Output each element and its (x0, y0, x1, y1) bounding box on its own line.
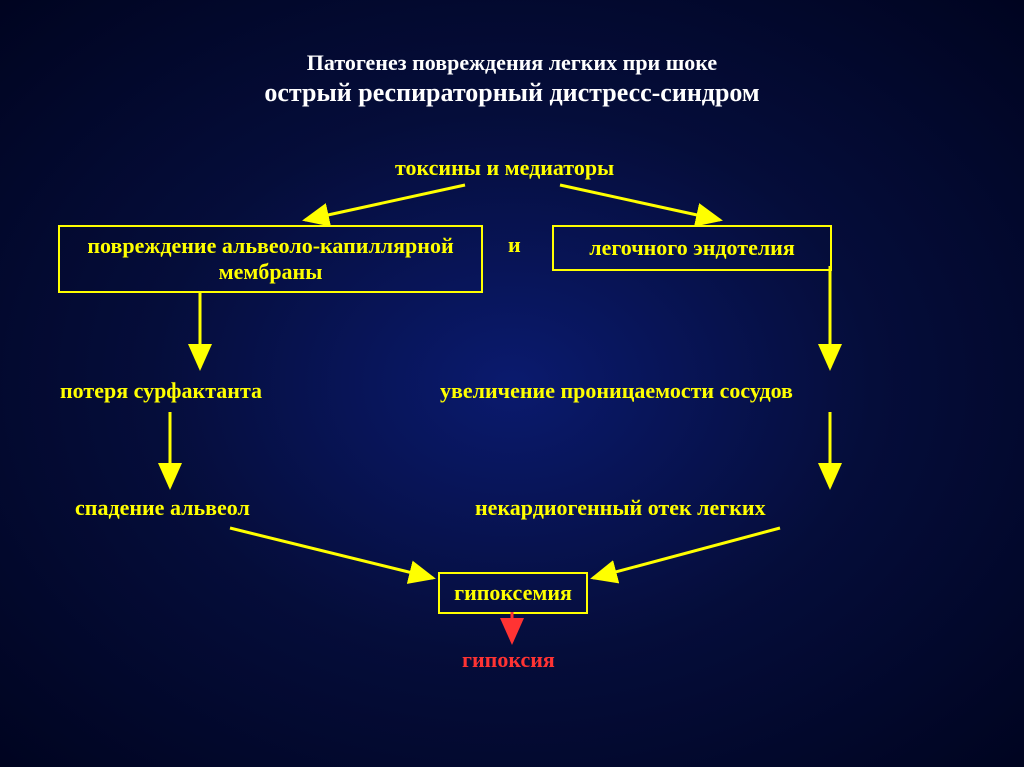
node-toxins-text: токсины и медиаторы (395, 155, 614, 180)
node-membrane: повреждение альвеоло-капиллярной мембран… (58, 225, 483, 293)
node-and: и (508, 232, 521, 258)
node-permeability: увеличение проницаемости сосудов (440, 378, 793, 404)
node-surfactant: потеря сурфактанта (60, 378, 262, 404)
node-edema-text: некардиогенный отек легких (475, 495, 766, 520)
node-hypoxemia: гипоксемия (438, 572, 588, 614)
node-alveoli-text: спадение альвеол (75, 495, 250, 520)
node-membrane-text2: мембраны (72, 259, 469, 285)
node-edema: некардиогенный отек легких (475, 495, 766, 521)
node-endothelium: легочного эндотелия (552, 225, 832, 271)
node-and-text: и (508, 232, 521, 257)
title-line-2: острый респираторный дистресс-синдром (0, 78, 1024, 108)
node-surfactant-text: потеря сурфактанта (60, 378, 262, 403)
node-permeability-text: увеличение проницаемости сосудов (440, 378, 793, 403)
node-hypoxia: гипоксия (462, 647, 555, 673)
title-block: Патогенез повреждения легких при шоке ос… (0, 0, 1024, 108)
node-membrane-text1: повреждение альвеоло-капиллярной (72, 233, 469, 259)
node-alveoli: спадение альвеол (75, 495, 250, 521)
node-endothelium-text: легочного эндотелия (589, 235, 795, 260)
node-hypoxia-text: гипоксия (462, 647, 555, 672)
title-line-1: Патогенез повреждения легких при шоке (0, 50, 1024, 76)
node-hypoxemia-text: гипоксемия (454, 580, 572, 605)
node-toxins: токсины и медиаторы (395, 155, 614, 181)
